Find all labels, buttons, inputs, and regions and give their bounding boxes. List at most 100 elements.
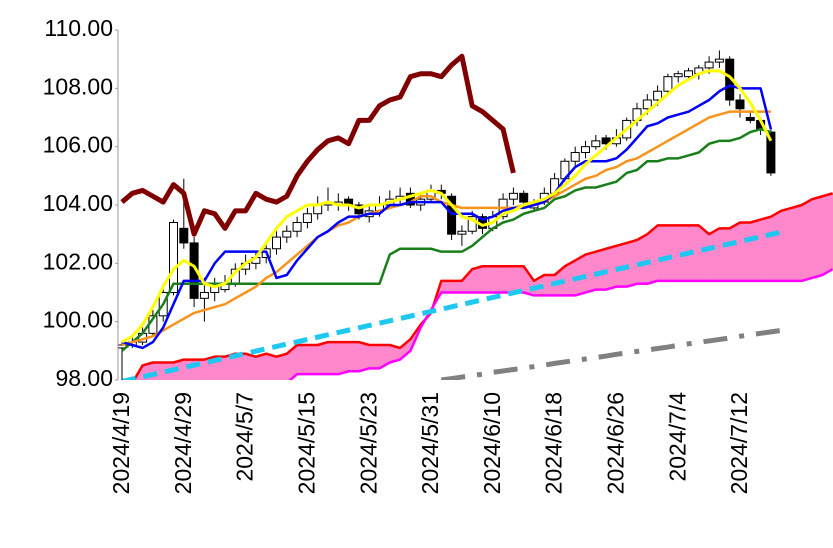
y-tick-label: 106.00 [43, 132, 113, 158]
candle-body [447, 195, 457, 235]
x-tick-label: 2024/5/23 [355, 392, 381, 494]
trend-line [440, 327, 782, 380]
cloud-fill [698, 225, 710, 281]
y-tick-label: 108.00 [43, 73, 113, 99]
cloud-fill [709, 228, 720, 281]
cloud-fill [781, 207, 792, 281]
cloud-fill [400, 339, 411, 360]
cloud-fill [595, 248, 607, 290]
cloud-fill [492, 266, 504, 293]
indicator-line [121, 127, 772, 352]
cloud-fill [729, 222, 741, 281]
candle-body [673, 73, 683, 78]
candle-body [663, 76, 673, 92]
candle-body [179, 227, 189, 244]
cloud-fill [647, 225, 658, 284]
indicator-line [120, 53, 516, 237]
cloud-fill [688, 225, 700, 281]
cloud-fill [317, 342, 329, 375]
x-tick-label: 2024/5/7 [232, 392, 258, 482]
cloud-fill [255, 353, 267, 380]
x-tick-label: 2024/7/12 [726, 392, 752, 494]
candle-body [714, 58, 724, 63]
x-tick-label: 2024/4/29 [170, 392, 196, 494]
candle-body [292, 222, 302, 232]
cloud-fill [575, 254, 586, 296]
trend-line [121, 229, 782, 380]
cloud-fill [297, 345, 308, 375]
cloud-fill [245, 353, 257, 380]
candle-body [653, 90, 663, 101]
cloud-fill [503, 266, 514, 293]
cloud-fill [451, 280, 463, 293]
cloud-fill [606, 245, 617, 290]
cloud-fill [307, 345, 318, 375]
cloud-fill [750, 219, 761, 281]
candle-body [199, 292, 209, 299]
candle-body [591, 140, 601, 148]
axis-labels: 98.00 100.00 102.00 104.00 106.00 108.00 110.0… [43, 15, 752, 494]
candle-body [302, 213, 312, 223]
x-tick-label: 2024/6/18 [541, 392, 567, 494]
cloud-fill [338, 342, 349, 375]
cloud-fill [740, 222, 751, 281]
indicator-line [121, 84, 773, 350]
cloud-fill [626, 240, 638, 287]
candle-body [282, 230, 292, 238]
y-tick-label: 110.00 [44, 15, 113, 41]
cloud-fill [770, 210, 782, 281]
cloud-fill [266, 353, 277, 380]
cloud-fill [348, 342, 360, 372]
cloud-fill [616, 242, 627, 287]
cloud-fill [657, 225, 669, 281]
x-tick-label: 2024/7/4 [664, 392, 690, 482]
cloud-fill [441, 280, 452, 293]
cloud-fill [122, 383, 133, 392]
cloud-fill [585, 251, 597, 293]
cloud-fill [369, 345, 380, 369]
cloud-span-line [288, 268, 833, 380]
cloud-fill [544, 275, 555, 296]
cloud-fill [482, 266, 494, 293]
candle-body [684, 70, 693, 78]
y-tick-label: 104.00 [43, 190, 113, 216]
cloud-fill [461, 269, 473, 293]
indicator-line [121, 110, 771, 347]
indicator-line [121, 69, 773, 344]
candle-body [467, 216, 477, 232]
cloud-fill [812, 196, 823, 278]
cloud-fill [389, 345, 401, 363]
cloud-fill [286, 345, 298, 380]
y-tick-label: 100.00 [43, 307, 113, 333]
candle-body [570, 152, 580, 162]
cloud-fill [358, 342, 370, 372]
cloud-fill [564, 260, 576, 296]
candle-body [519, 192, 529, 203]
y-tick-label: 102.00 [43, 248, 113, 274]
candle-body [508, 192, 518, 200]
candle-body [745, 117, 755, 121]
candle-body [457, 230, 467, 235]
cloud-fill [822, 193, 833, 275]
cloud-fill [214, 356, 226, 380]
cloud-fill [760, 216, 772, 281]
cloud-fill [276, 353, 288, 380]
cloud-fill [637, 234, 648, 284]
cloud-fill [472, 266, 483, 293]
x-tick-label: 2024/5/15 [293, 392, 319, 494]
cloud-fill [328, 342, 339, 375]
candle-body [735, 99, 745, 110]
cloud-fill [513, 266, 524, 293]
y-tick-label: 98.00 [55, 365, 113, 391]
cloud-fill [719, 228, 730, 281]
x-tick-label: 2024/6/10 [479, 392, 505, 494]
plot-area [118, 50, 833, 392]
candle-body [704, 61, 714, 69]
candle-body [581, 146, 590, 154]
cloud-fill [801, 199, 813, 281]
cloud-fill [791, 205, 803, 281]
candle-body [601, 137, 611, 145]
x-tick-label: 2024/6/26 [602, 392, 628, 494]
cloud-fill [667, 225, 679, 281]
